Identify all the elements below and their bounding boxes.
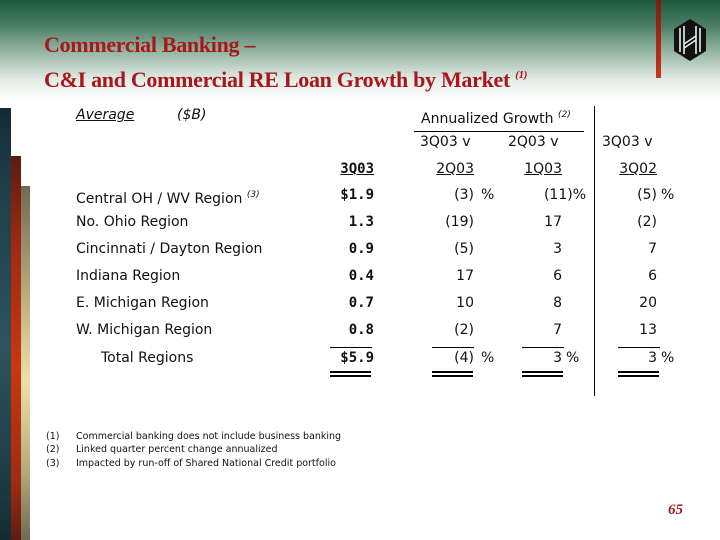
col0-bottom: 3Q03 — [340, 161, 374, 177]
total-g2-double-rule — [522, 371, 563, 377]
group-header-text: Annualized Growth — [421, 111, 554, 127]
row-label-text: Cincinnati / Dayton Region — [76, 241, 263, 257]
row-footnote-ref: (3) — [246, 190, 260, 200]
row-label: W. Michigan Region — [76, 321, 212, 339]
row-growth-3q03-v-3q02: (2) — [637, 214, 657, 230]
total-avg: $5.9 — [340, 350, 374, 366]
group-header-rule — [414, 131, 584, 132]
row-label-text: Indiana Region — [76, 268, 181, 284]
header-gradient — [0, 0, 720, 100]
row-g3-pct: % — [661, 187, 675, 203]
row-growth-2q03-v-1q03: 3 — [553, 241, 562, 257]
col3-top: 3Q03 v — [602, 134, 653, 150]
header-accent-bar — [656, 0, 661, 78]
row-label: Indiana Region — [76, 267, 180, 285]
row-avg-value: 0.8 — [348, 322, 374, 338]
row-growth-3q03-v-3q02: 6 — [648, 268, 657, 284]
row-growth-3q03-v-2q03: 10 — [456, 295, 474, 311]
row-g1-pct: % — [481, 187, 495, 203]
total-g3-rule — [618, 347, 660, 348]
total-g2-pct: % — [566, 350, 580, 366]
title-footnote-ref: (1) — [515, 69, 528, 81]
row-avg-value: 0.7 — [348, 295, 374, 311]
row-growth-2q03-v-1q03: 7 — [553, 322, 562, 338]
footnote-1-text: Commercial banking does not include busi… — [76, 431, 342, 442]
row-growth-3q03-v-2q03: (3) — [454, 187, 474, 203]
footnote-2-text: Linked quarter percent change annualized — [76, 444, 278, 455]
row-label: No. Ohio Region — [76, 213, 188, 231]
row-label: E. Michigan Region — [76, 294, 209, 312]
row-avg-value: 0.9 — [348, 241, 374, 257]
total-avg-rule — [330, 347, 372, 348]
row-avg-value: 0.4 — [348, 268, 374, 284]
row-label-text: W. Michigan Region — [76, 322, 213, 338]
total-g3-double-rule — [618, 371, 659, 377]
label-average: Average — [76, 107, 135, 123]
col2-top: 2Q03 v — [508, 134, 559, 150]
row-label-text: E. Michigan Region — [76, 295, 209, 311]
footnote-3-text: Impacted by run-off of Shared National C… — [76, 458, 336, 469]
row-avg-value: $1.9 — [340, 187, 374, 203]
total-g3: 3 — [648, 350, 657, 366]
total-g1-double-rule — [432, 371, 473, 377]
row-growth-3q03-v-3q02: 20 — [639, 295, 657, 311]
title-line-1: Commercial Banking – — [44, 32, 256, 57]
decor-bar-teal — [0, 108, 11, 540]
page-number: 65 — [668, 502, 683, 518]
total-g1: (4) — [454, 350, 474, 366]
label-units: ($B) — [177, 107, 207, 123]
col1-top: 3Q03 v — [420, 134, 471, 150]
title-line-2-text: C&I and Commercial RE Loan Growth by Mar… — [44, 67, 510, 92]
total-g3-pct: % — [661, 350, 675, 366]
group-header: Annualized Growth (2) — [421, 106, 571, 128]
slide-title: Commercial Banking – C&I and Commercial … — [44, 30, 527, 95]
col2-bottom: 1Q03 — [524, 161, 562, 177]
total-avg-double-rule — [330, 371, 371, 377]
row-label: Cincinnati / Dayton Region — [76, 240, 262, 258]
group-header-note: (2) — [557, 110, 571, 120]
row-growth-2q03-v-1q03: 17 — [544, 214, 562, 230]
row-label-text: No. Ohio Region — [76, 214, 189, 230]
footnote-1-num: (1) — [46, 431, 60, 442]
row-growth-3q03-v-2q03: 17 — [456, 268, 474, 284]
footnote-2-num: (2) — [46, 444, 60, 455]
col1-bottom: 2Q03 — [436, 161, 474, 177]
row-growth-2q03-v-1q03: (11)% — [543, 187, 586, 203]
column-divider — [594, 106, 595, 396]
total-g1-pct: % — [481, 350, 495, 366]
row-avg-value: 1.3 — [348, 214, 374, 230]
total-g2-rule — [522, 347, 564, 348]
total-g2: 3 — [553, 350, 562, 366]
decor-bar-red — [11, 156, 21, 540]
row-label: Central OH / WV Region (3) — [76, 186, 260, 208]
row-growth-3q03-v-2q03: (2) — [454, 322, 474, 338]
col3-bottom: 3Q02 — [619, 161, 657, 177]
row-growth-3q03-v-2q03: (5) — [454, 241, 474, 257]
footnote-3-num: (3) — [46, 458, 60, 469]
row-growth-2q03-v-1q03: 8 — [553, 295, 562, 311]
title-line-2: C&I and Commercial RE Loan Growth by Mar… — [44, 60, 527, 95]
decor-bar-tan — [21, 186, 30, 540]
huntington-logo-icon — [674, 19, 706, 61]
row-growth-3q03-v-2q03: (19) — [445, 214, 474, 230]
row-growth-2q03-v-1q03: 6 — [553, 268, 562, 284]
row-growth-3q03-v-3q02: 13 — [639, 322, 657, 338]
row-growth-3q03-v-3q02: (5) — [637, 187, 657, 203]
row-label-text: Central OH / WV Region — [76, 191, 243, 207]
total-label: Total Regions — [101, 350, 194, 366]
total-g1-rule — [432, 347, 474, 348]
row-growth-3q03-v-3q02: 7 — [648, 241, 657, 257]
